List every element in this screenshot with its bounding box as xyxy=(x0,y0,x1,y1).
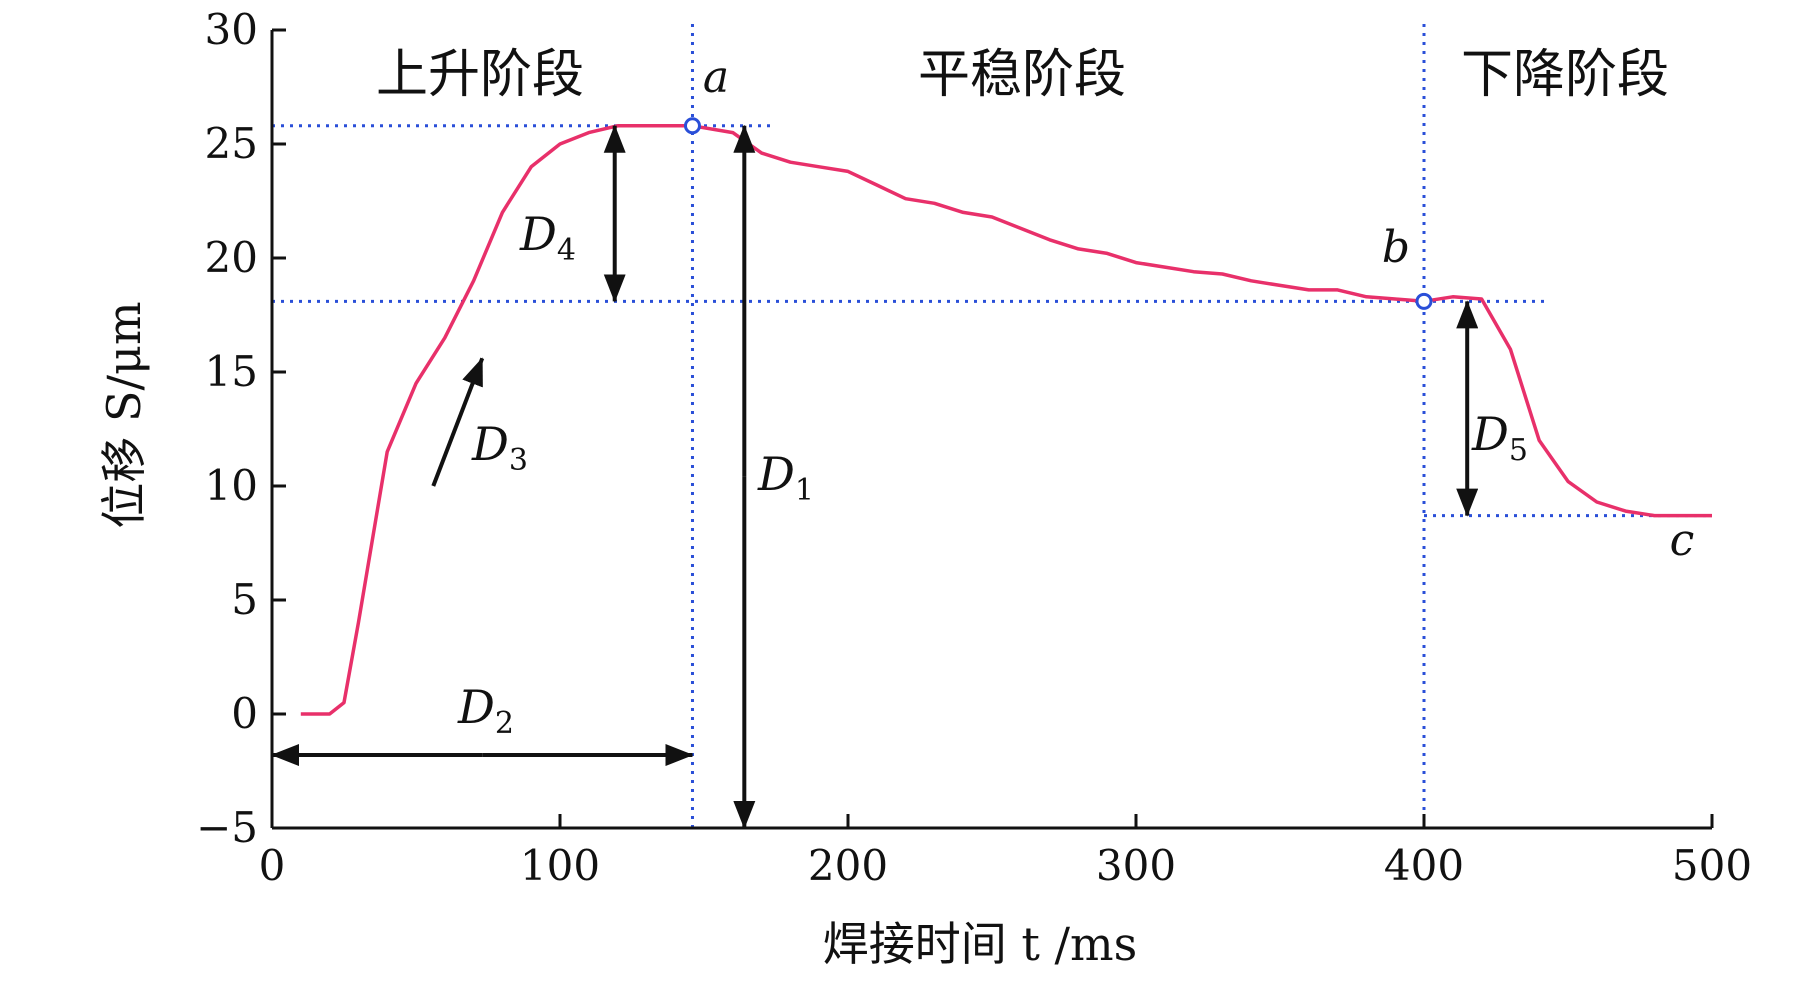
y-tick-label: 15 xyxy=(205,347,258,396)
d3-arrow xyxy=(431,357,485,487)
dimension-arrows xyxy=(271,124,1479,829)
y-tick-label: 10 xyxy=(205,461,258,510)
x-tick-label: 300 xyxy=(1096,841,1176,890)
x-tick-label: 200 xyxy=(808,841,888,890)
x-axis-title: 焊接时间 t /ms xyxy=(823,917,1137,971)
y-tick-label: 30 xyxy=(205,5,258,54)
axes xyxy=(270,28,1714,830)
d2-label: D2 xyxy=(457,680,514,741)
phase-label-falling: 下降阶段 xyxy=(1461,45,1669,105)
point-b-label: b xyxy=(1382,222,1410,273)
d3-label: D3 xyxy=(471,417,528,478)
displacement-series-line xyxy=(300,124,1712,716)
phase-label-stable: 平稳阶段 xyxy=(918,45,1126,105)
point-b-marker xyxy=(1415,292,1433,310)
point-a-marker xyxy=(683,117,701,135)
x-tick-label: 0 xyxy=(259,841,286,890)
point-a-label: a xyxy=(703,52,729,103)
d5-label: D5 xyxy=(1471,407,1528,468)
y-tick-label: 5 xyxy=(231,575,258,624)
y-tick-label: −5 xyxy=(196,803,258,852)
phase-label-rising: 上升阶段 xyxy=(376,45,584,105)
y-tick-label: 0 xyxy=(231,689,258,738)
y-tick-label: 25 xyxy=(205,119,258,168)
point-c-label: c xyxy=(1670,515,1695,566)
x-tick-label: 400 xyxy=(1384,841,1464,890)
y-axis-title: 位移 S/μm xyxy=(97,301,151,528)
series-layer xyxy=(300,117,1712,716)
d1-label: D1 xyxy=(757,447,814,508)
x-tick-label: 100 xyxy=(520,841,600,890)
d4-label: D4 xyxy=(519,207,576,268)
y-tick-label: 20 xyxy=(205,233,258,282)
x-tick-label: 500 xyxy=(1672,841,1752,890)
